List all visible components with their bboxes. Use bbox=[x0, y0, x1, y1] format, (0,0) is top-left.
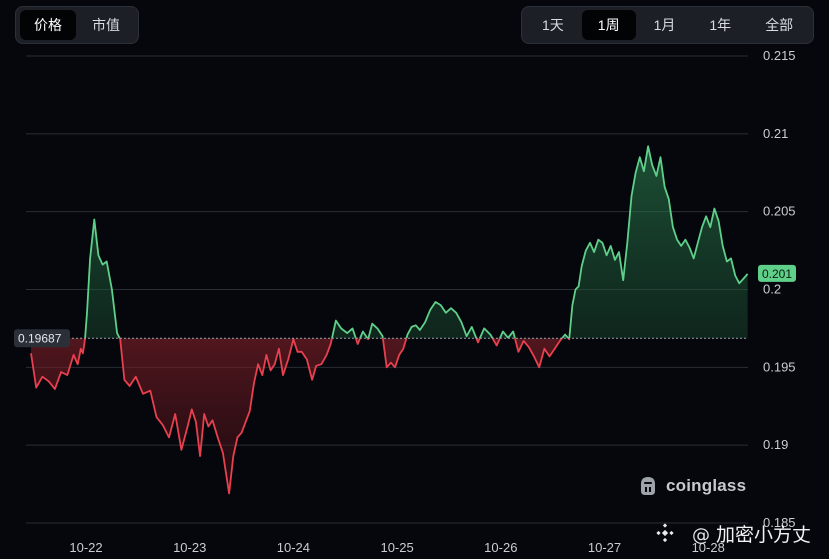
y-tick-label: 0.195 bbox=[763, 359, 796, 374]
tab-range-1w[interactable]: 1周 bbox=[581, 10, 636, 40]
price-area bbox=[30, 145, 749, 495]
y-tick-label: 0.215 bbox=[763, 48, 796, 63]
coinglass-logo: coinglass bbox=[636, 474, 746, 498]
range-toggle: 1天 1周 1月 1年 全部 bbox=[521, 6, 815, 44]
price-line-down bbox=[30, 338, 571, 495]
baseline-badge: 0.19687 bbox=[14, 329, 70, 348]
x-axis: 10-22 10-23 10-24 10-25 10-26 10-27 10-28 bbox=[69, 540, 724, 555]
y-axis: 0.185 0.19 0.195 0.2 0.205 0.21 0.215 bbox=[763, 48, 796, 530]
y-tick-label: 0.21 bbox=[763, 126, 788, 141]
y-tick-label: 0.2 bbox=[763, 282, 781, 297]
area-below-baseline bbox=[31, 338, 570, 494]
x-tick-label: 10-24 bbox=[277, 540, 310, 555]
watermark-text: 加密小方丈 bbox=[716, 524, 812, 546]
x-tick-label: 10-27 bbox=[588, 540, 621, 555]
y-tick-label: 0.19 bbox=[763, 437, 788, 452]
tab-range-1d[interactable]: 1天 bbox=[542, 17, 564, 33]
tab-market-cap[interactable]: 市值 bbox=[92, 17, 120, 33]
x-tick-label: 10-26 bbox=[484, 540, 517, 555]
watermark: @ 加密小方丈 bbox=[692, 520, 811, 547]
binance-icon bbox=[656, 523, 674, 543]
last-price-label: 0.201 bbox=[762, 267, 792, 281]
coinglass-icon bbox=[641, 477, 655, 495]
x-tick-label: 10-23 bbox=[173, 540, 206, 555]
tab-price[interactable]: 价格 bbox=[20, 10, 76, 40]
watermark-at: @ bbox=[692, 525, 710, 546]
x-tick-label: 10-28 bbox=[692, 540, 725, 555]
area-above-baseline bbox=[31, 146, 748, 339]
price-line-up bbox=[84, 145, 749, 339]
y-tick-label: 0.185 bbox=[763, 515, 796, 530]
metric-toggle: 价格 市值 bbox=[15, 6, 139, 44]
x-tick-label: 10-22 bbox=[69, 540, 102, 555]
tab-range-all[interactable]: 全部 bbox=[765, 17, 794, 33]
baseline-label: 0.19687 bbox=[18, 332, 62, 346]
last-price-badge: 0.201 bbox=[758, 264, 796, 282]
coinglass-text: coinglass bbox=[666, 476, 747, 495]
tab-range-1y[interactable]: 1年 bbox=[709, 17, 732, 33]
tab-range-1m[interactable]: 1月 bbox=[653, 17, 676, 33]
x-tick-label: 10-25 bbox=[380, 540, 413, 555]
y-tick-label: 0.205 bbox=[763, 204, 796, 219]
